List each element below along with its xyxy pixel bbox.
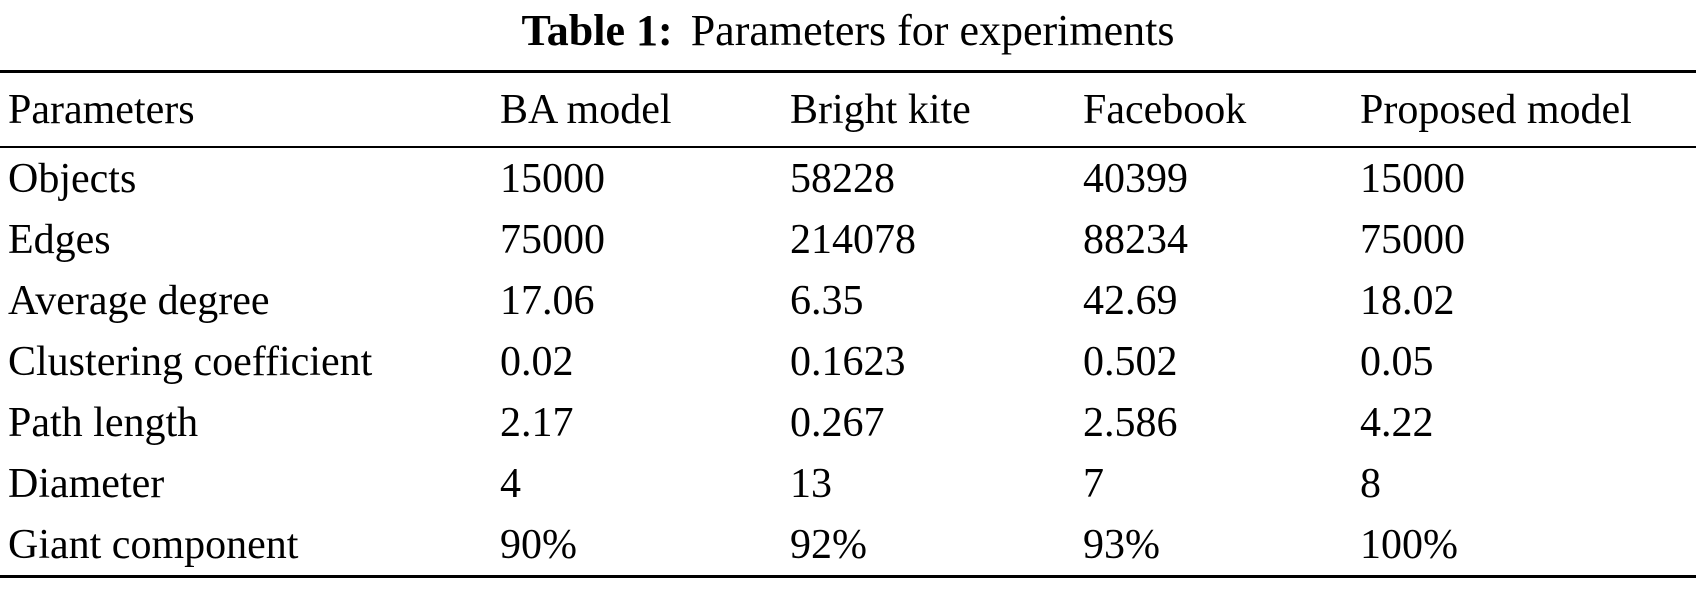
cell-value: 6.35 [790,277,864,324]
cell-value: 0.05 [1360,338,1434,385]
cell-value: 2.586 [1083,399,1178,446]
cell-value: 40399 [1083,155,1188,202]
row-label: Giant component [8,521,299,568]
table-caption: Table 1: Parameters for experiments [0,0,1696,70]
cell-value: 4.22 [1360,399,1434,446]
column-header-ba-model: BA model [500,71,790,148]
cell-value: 0.502 [1083,338,1178,385]
cell-value: 13 [790,460,832,507]
cell-value: 2.17 [500,399,574,446]
cell-value: 18.02 [1360,277,1455,324]
cell-value: 93% [1083,521,1160,568]
column-header-facebook: Facebook [1083,71,1360,148]
table-caption-label: Table 1: [521,6,673,55]
parameters-table: Parameters BA model Bright kite Facebook… [0,70,1696,578]
table-header: Parameters BA model Bright kite Facebook… [0,71,1696,148]
cell-value: 0.1623 [790,338,906,385]
cell-value: 8 [1360,460,1381,507]
cell-value: 90% [500,521,577,568]
cell-value: 0.02 [500,338,574,385]
row-label: Path length [8,399,199,446]
column-header-parameters: Parameters [0,71,500,148]
cell-value: 75000 [1360,216,1465,263]
cell-value: 15000 [500,155,605,202]
table-body: Objects 15000 58228 40399 15000 Edges 75… [0,147,1696,577]
cell-value: 214078 [790,216,916,263]
table-row: Edges 75000 214078 88234 75000 [0,209,1696,270]
header-row: Parameters BA model Bright kite Facebook… [0,71,1696,148]
table-row: Average degree 17.06 6.35 42.69 18.02 [0,270,1696,331]
row-label: Objects [8,155,137,202]
table-row: Giant component 90% 92% 93% 100% [0,514,1696,577]
row-label: Average degree [8,277,270,324]
row-label: Diameter [8,460,165,507]
table-row: Objects 15000 58228 40399 15000 [0,147,1696,209]
table-row: Clustering coefficient 0.02 0.1623 0.502… [0,331,1696,392]
column-header-bright-kite: Bright kite [790,71,1083,148]
cell-value: 88234 [1083,216,1188,263]
table-row: Diameter 4 13 7 8 [0,453,1696,514]
cell-value: 17.06 [500,277,595,324]
cell-value: 75000 [500,216,605,263]
cell-value: 0.267 [790,399,885,446]
cell-value: 42.69 [1083,277,1178,324]
cell-value: 92% [790,521,867,568]
cell-value: 7 [1083,460,1104,507]
table-row: Path length 2.17 0.267 2.586 4.22 [0,392,1696,453]
row-label: Clustering coefficient [8,338,373,385]
cell-value: 58228 [790,155,895,202]
cell-value: 100% [1360,521,1458,568]
cell-value: 15000 [1360,155,1465,202]
table-caption-text: Parameters for experiments [690,6,1175,55]
row-label: Edges [8,216,111,263]
column-header-proposed-model: Proposed model [1360,71,1696,148]
cell-value: 4 [500,460,521,507]
